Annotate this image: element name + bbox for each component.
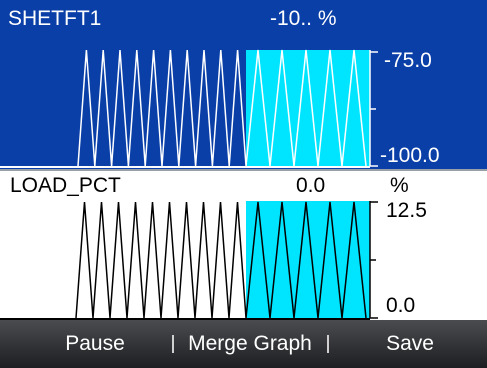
graph2-parameter-name: LOAD_PCT: [10, 174, 121, 197]
graph2-trace: [75, 201, 367, 319]
graph1-trace: [77, 49, 367, 167]
pause-button[interactable]: Pause: [65, 332, 125, 355]
graph2-unit: %: [390, 174, 409, 197]
graph2-max-label: 12.5: [386, 199, 427, 222]
graph2-min-label: 0.0: [386, 294, 416, 317]
graph2-current-value: 0.0: [296, 174, 326, 197]
graph-panel-shetft1: SHETFT1 -10.. % -75.0 -100.0: [0, 0, 487, 171]
save-button[interactable]: Save: [386, 332, 434, 355]
merge-graph-button[interactable]: Merge Graph: [188, 332, 312, 355]
graph1-current-value: -10.. %: [270, 7, 337, 30]
graph-divider: [0, 169, 487, 171]
separator-left: [172, 335, 174, 353]
graph1-max-label: -75.0: [384, 49, 432, 72]
graph1-parameter-name: SHETFT1: [8, 7, 102, 30]
graph1-plot: [0, 49, 378, 168]
graph2-plot: [0, 201, 378, 320]
separator-right: [327, 335, 329, 353]
function-key-bar: Pause Merge Graph Save: [0, 320, 487, 368]
graph1-min-label: -100.0: [380, 144, 440, 167]
graph-panel-load-pct: LOAD_PCT 0.0 % 12.5 0.0: [0, 171, 487, 320]
